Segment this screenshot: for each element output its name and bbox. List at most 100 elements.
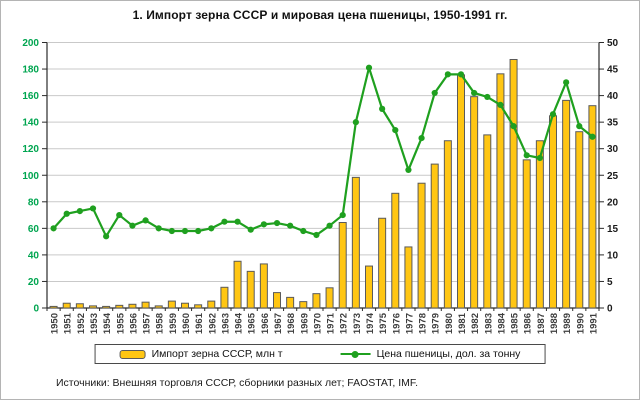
left-axis-label: 100 (22, 171, 39, 182)
year-label: 1967 (273, 313, 284, 334)
year-label: 1984 (496, 312, 507, 334)
legend-bar-label: Импорт зерна СССР, млн т (151, 348, 283, 360)
year-label: 1957 (142, 313, 153, 334)
price-point-1976 (392, 127, 399, 134)
price-point-1974 (365, 64, 373, 71)
year-label: 1987 (536, 313, 547, 334)
year-label: 1973 (352, 313, 363, 334)
bar-1986 (522, 159, 531, 309)
bar-1961 (194, 304, 203, 309)
left-axis-label: 200 (22, 38, 39, 49)
year-label: 1964 (234, 312, 245, 334)
year-label: 1991 (588, 312, 599, 334)
bar-1990 (575, 131, 584, 309)
bar-1960 (181, 302, 189, 309)
year-label: 1983 (483, 313, 494, 334)
bar-1951 (62, 302, 71, 309)
year-label: 1986 (523, 313, 534, 334)
year-label: 1971 (326, 312, 337, 334)
year-label: 1988 (549, 313, 560, 334)
price-point-1950 (50, 225, 57, 232)
bar-1983 (483, 134, 492, 309)
price-point-1979 (431, 89, 438, 97)
price-point-1957 (142, 217, 149, 224)
bar-1958 (154, 305, 163, 309)
left-axis-label: 160 (22, 91, 39, 102)
left-axis-label: 140 (22, 118, 39, 129)
bar-1965 (246, 270, 255, 309)
bar-1968 (286, 296, 295, 309)
right-axis-label: 40 (607, 91, 619, 102)
left-axis-label: 180 (22, 65, 39, 76)
right-axis-label: 5 (607, 277, 613, 288)
price-point-1989 (563, 79, 570, 86)
bar-1972 (338, 222, 347, 309)
price-point-1956 (129, 222, 136, 229)
price-point-1969 (300, 227, 307, 235)
price-point-1977 (405, 166, 412, 174)
source-note: Источники: Внешняя торговля СССР, сборни… (56, 377, 419, 389)
legend-item-price: Цена пшеницы, дол. за тонну (340, 348, 520, 360)
price-point-1966 (260, 221, 267, 228)
bar-1991 (588, 105, 597, 309)
price-point-1991 (589, 133, 596, 140)
bar-1952 (75, 303, 84, 309)
bar-1970 (312, 293, 321, 309)
price-point-1961 (195, 227, 202, 235)
right-axis-label: 35 (607, 118, 619, 129)
price-point-1971 (326, 222, 333, 229)
left-axis-label: 20 (28, 277, 40, 288)
bar-1979 (430, 163, 439, 309)
bar-1955 (115, 304, 124, 309)
legend-line-swatch (340, 349, 371, 359)
legend-line-marker (351, 350, 359, 358)
year-label: 1982 (470, 313, 481, 334)
price-point-1958 (155, 225, 162, 232)
right-axis-label: 0 (607, 304, 613, 315)
year-label: 1975 (378, 312, 389, 334)
year-label: 1955 (115, 312, 126, 334)
bar-1982 (470, 96, 479, 309)
year-label: 1966 (260, 313, 271, 334)
price-point-1988 (549, 111, 557, 118)
bar-1977 (404, 246, 413, 309)
bar-1950 (49, 305, 58, 309)
year-label: 1981 (457, 312, 468, 334)
year-label: 1976 (391, 313, 402, 334)
legend-item-imports: Импорт зерна СССР, млн т (119, 348, 283, 360)
year-label: 1953 (89, 313, 100, 334)
chart-legend: Импорт зерна СССР, млн т Цена пшеницы, д… (94, 344, 546, 364)
price-point-1985 (510, 123, 517, 130)
year-label: 1961 (194, 312, 205, 334)
year-label: 1980 (444, 313, 455, 334)
bar-1962 (207, 300, 216, 309)
year-label: 1985 (510, 312, 521, 334)
left-axis-label: 80 (28, 197, 40, 208)
year-label: 1990 (575, 313, 586, 334)
year-label: 1956 (128, 313, 139, 334)
year-label: 1974 (365, 312, 376, 334)
year-label: 1960 (181, 313, 192, 334)
price-point-1962 (208, 225, 215, 232)
bar-1980 (443, 140, 452, 309)
price-point-1951 (63, 210, 70, 217)
price-point-1959 (168, 227, 175, 235)
year-label: 1951 (63, 312, 74, 334)
price-point-1968 (287, 222, 294, 229)
chart-title: 1. Импорт зерна СССР и мировая цена пшен… (132, 8, 508, 22)
year-label: 1978 (418, 313, 429, 334)
year-label: 1958 (155, 313, 166, 334)
bar-1978 (417, 182, 426, 309)
legend-bar-swatch (119, 349, 146, 359)
left-axis-label: 60 (28, 224, 40, 235)
bar-1966 (259, 263, 268, 309)
bar-1981 (457, 74, 465, 309)
price-point-1952 (76, 207, 83, 215)
year-label: 1952 (76, 313, 87, 334)
year-label: 1972 (339, 313, 350, 334)
bar-1971 (325, 287, 334, 309)
year-label: 1977 (404, 313, 415, 334)
year-label: 1962 (207, 313, 218, 334)
bar-1956 (128, 303, 137, 309)
